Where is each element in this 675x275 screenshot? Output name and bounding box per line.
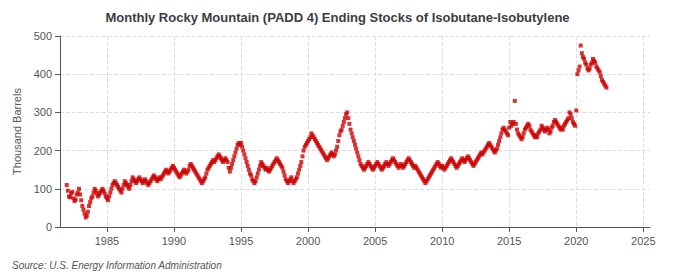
svg-text:2025: 2025 bbox=[631, 235, 655, 247]
svg-text:400: 400 bbox=[34, 68, 52, 80]
svg-text:Thousand Barrels: Thousand Barrels bbox=[11, 88, 23, 175]
svg-text:Monthly Rocky Mountain (PADD 4: Monthly Rocky Mountain (PADD 4) Ending S… bbox=[105, 10, 569, 25]
svg-text:200: 200 bbox=[34, 145, 52, 157]
svg-text:2020: 2020 bbox=[564, 235, 588, 247]
svg-text:Source: U.S. Energy Informatio: Source: U.S. Energy Information Administ… bbox=[12, 260, 222, 271]
svg-text:1990: 1990 bbox=[162, 235, 186, 247]
svg-text:2005: 2005 bbox=[363, 235, 387, 247]
svg-text:2015: 2015 bbox=[497, 235, 521, 247]
svg-text:1995: 1995 bbox=[229, 235, 253, 247]
svg-text:2000: 2000 bbox=[296, 235, 320, 247]
svg-text:0: 0 bbox=[46, 221, 52, 233]
svg-text:2010: 2010 bbox=[430, 235, 454, 247]
svg-text:100: 100 bbox=[34, 183, 52, 195]
svg-text:500: 500 bbox=[34, 30, 52, 42]
svg-text:300: 300 bbox=[34, 106, 52, 118]
svg-text:1985: 1985 bbox=[95, 235, 119, 247]
